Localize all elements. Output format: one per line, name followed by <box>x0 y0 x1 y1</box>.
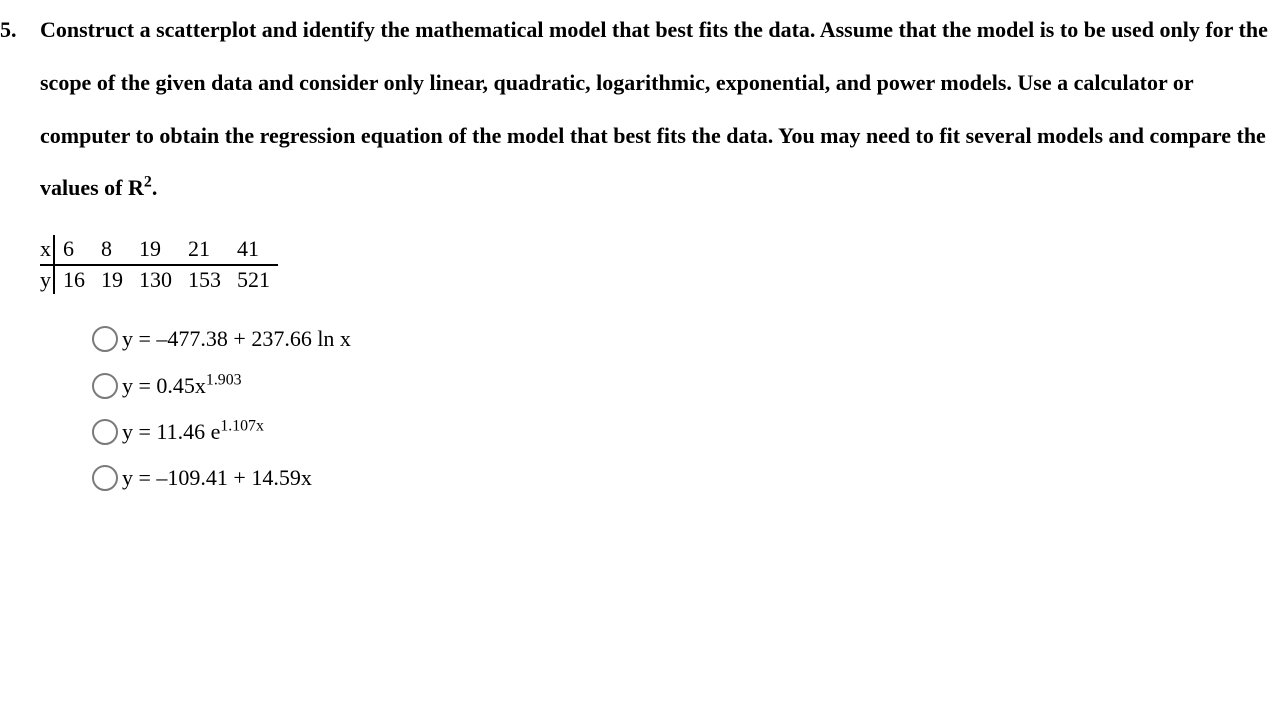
eq-sup: 1.107x <box>220 417 264 434</box>
eq-pre: y = 11.46 e <box>122 419 220 444</box>
eq-pre: y = 0.45x <box>122 373 206 398</box>
table-cell: 41 <box>229 235 278 265</box>
table-cell: 19 <box>93 265 131 295</box>
radio-icon[interactable] <box>92 373 118 399</box>
answer-choice[interactable]: y = –477.38 + 237.66 ln x <box>92 316 1272 362</box>
eq-sup: 1.903 <box>206 371 242 388</box>
table-cell: 130 <box>131 265 180 295</box>
table-cell: 21 <box>180 235 229 265</box>
question-number: 5. <box>0 4 17 57</box>
row-label-x: x <box>40 235 54 265</box>
eq-pre: y = –109.41 + 14.59x <box>122 465 312 490</box>
table-cell: 521 <box>229 265 278 295</box>
answer-choice[interactable]: y = 0.45x1.903 <box>92 363 1272 409</box>
answer-choice[interactable]: y = –109.41 + 14.59x <box>92 455 1272 501</box>
prompt-superscript: 2 <box>144 174 152 191</box>
question-block: 5. Construct a scatterplot and identify … <box>0 0 1282 511</box>
prompt-tail: . <box>152 175 158 200</box>
eq-pre: y = –477.38 + 237.66 ln x <box>122 326 351 351</box>
radio-icon[interactable] <box>92 326 118 352</box>
table-row: x 6 8 19 21 41 <box>40 235 278 265</box>
choice-equation: y = –109.41 + 14.59x <box>122 455 312 501</box>
choice-equation: y = 11.46 e1.107x <box>122 409 264 455</box>
table-cell: 153 <box>180 265 229 295</box>
prompt-text: Construct a scatterplot and identify the… <box>40 17 1268 200</box>
question-prompt: Construct a scatterplot and identify the… <box>40 17 1268 200</box>
row-label-y: y <box>40 265 54 295</box>
data-table: x 6 8 19 21 41 y 16 19 130 153 521 <box>40 235 278 294</box>
table-cell: 8 <box>93 235 131 265</box>
choice-equation: y = –477.38 + 237.66 ln x <box>122 316 351 362</box>
radio-icon[interactable] <box>92 419 118 445</box>
table-row: y 16 19 130 153 521 <box>40 265 278 295</box>
choice-equation: y = 0.45x1.903 <box>122 363 242 409</box>
radio-icon[interactable] <box>92 465 118 491</box>
answer-choices: y = –477.38 + 237.66 ln x y = 0.45x1.903… <box>92 316 1272 501</box>
table-cell: 6 <box>54 235 93 265</box>
answer-choice[interactable]: y = 11.46 e1.107x <box>92 409 1272 455</box>
table-cell: 16 <box>54 265 93 295</box>
table-cell: 19 <box>131 235 180 265</box>
